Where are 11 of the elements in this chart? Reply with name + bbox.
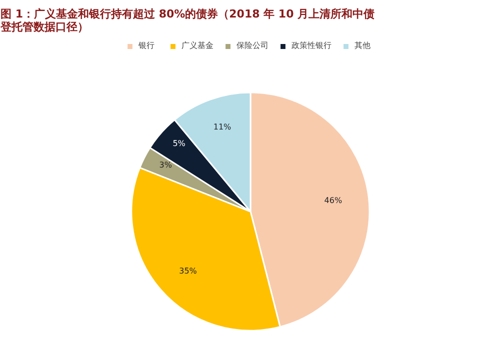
data-label: 5%: [172, 139, 186, 148]
legend-label: 保险公司: [236, 40, 268, 51]
data-label: 46%: [324, 196, 342, 205]
legend-label: 其他: [354, 40, 372, 51]
data-label: 35%: [179, 266, 198, 276]
data-label: 3%: [159, 160, 172, 170]
legend-label: 银行: [138, 40, 156, 51]
data-label: 11%: [213, 122, 232, 132]
chart-title: 图 1：广义基金和银行持有超过 80%的债券（2018 年 10 月上清所和中债登托管数据口径）: [0, 8, 375, 34]
legend-label: 政策性银行: [292, 40, 332, 51]
legend-label: 广义基金: [182, 40, 214, 51]
